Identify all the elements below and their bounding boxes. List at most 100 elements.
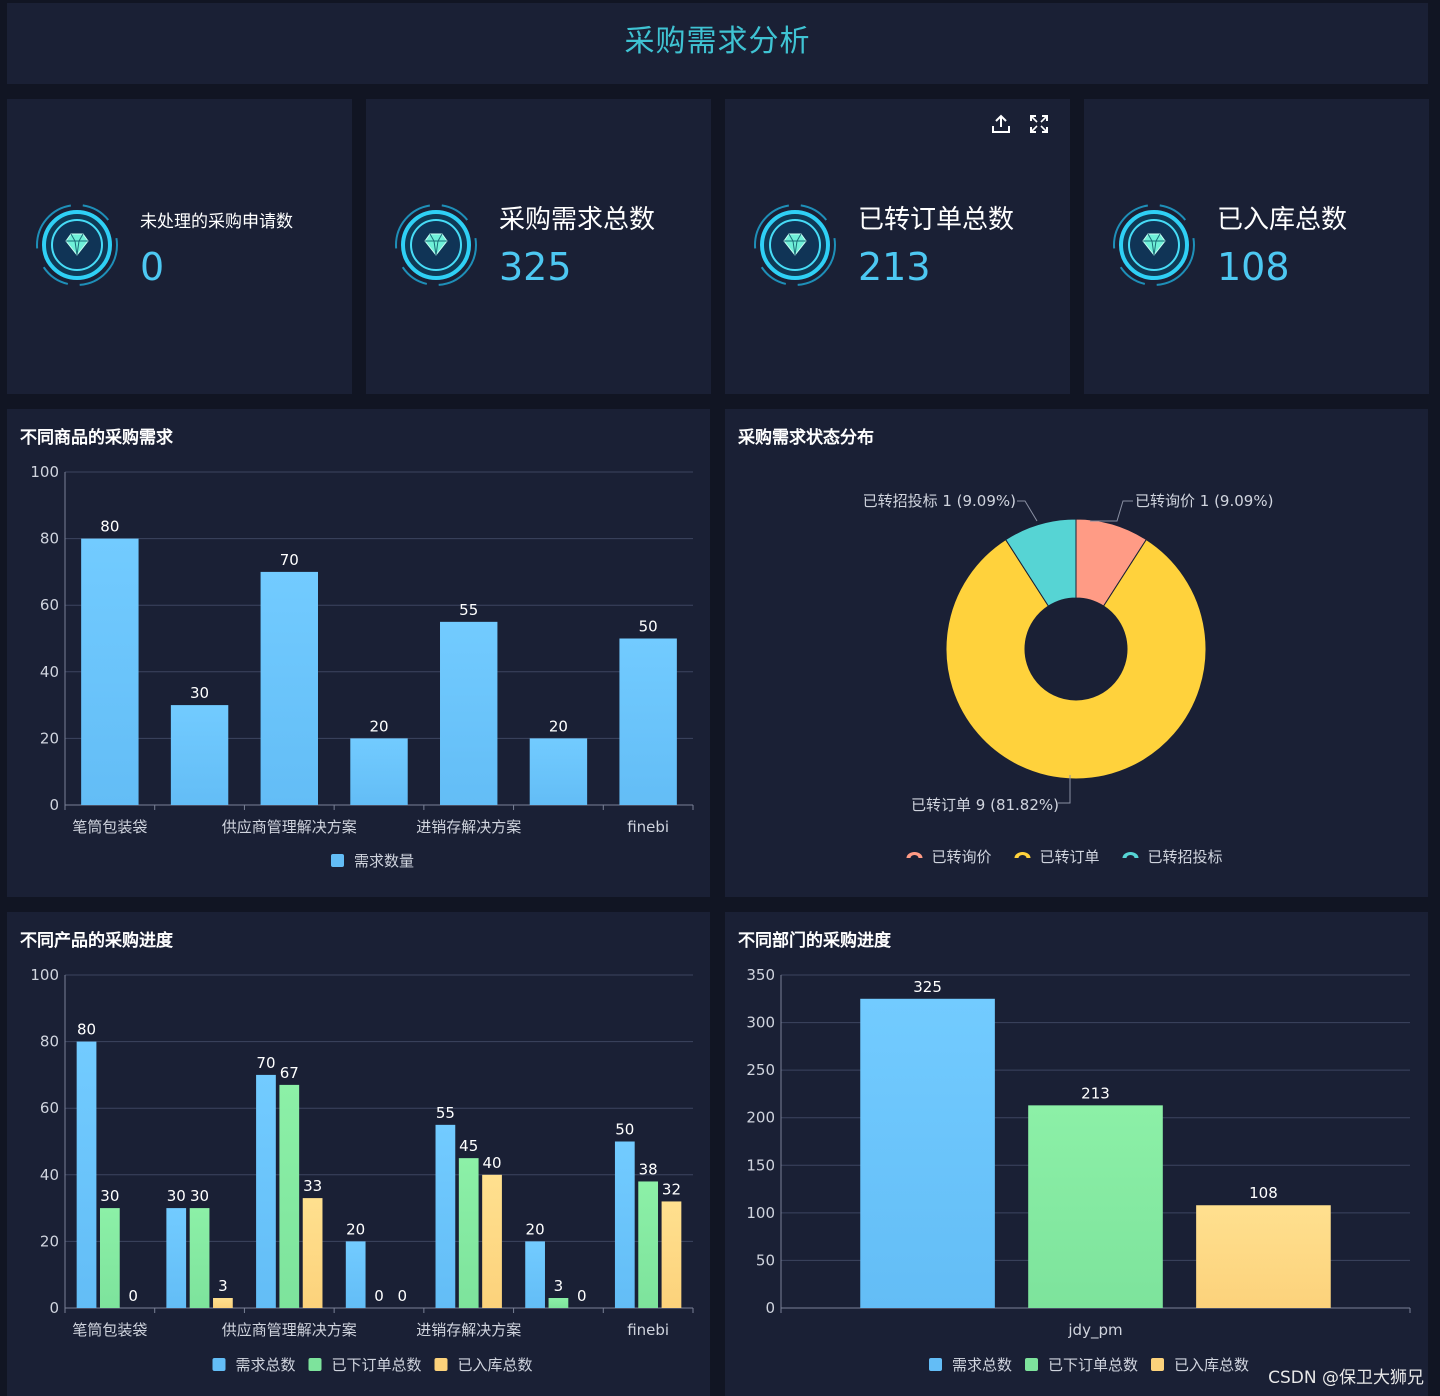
page-title: 采购需求分析 [624, 24, 811, 59]
panel-department-progress: 0 50 100 150 200 250 300 350 jdy_pm 325 213 108 需求总数… [725, 912, 1428, 1396]
legend-swatch [929, 1358, 942, 1371]
bar [302, 1198, 323, 1308]
x-tick-label: 进销存解决方案 [416, 1321, 521, 1339]
x-tick-label: jdy_pm [1067, 1321, 1122, 1340]
data-label: 0 [398, 1287, 408, 1305]
bar [256, 1074, 276, 1308]
y-tick-label: 200 [746, 1109, 775, 1127]
bar [458, 1158, 479, 1308]
legend-label: 已下订单总数 [1048, 1356, 1138, 1374]
legend-item[interactable]: 已转招投标 [1122, 848, 1223, 866]
bar [350, 738, 408, 805]
legend-item[interactable]: 已转订单 [1014, 848, 1100, 866]
kpi-label: 已转订单总数 [858, 205, 1015, 235]
bar [614, 1141, 635, 1308]
data-label: 325 [913, 978, 942, 996]
kpi-value: 0 [140, 245, 165, 289]
legend-swatch [434, 1358, 448, 1371]
bar [435, 1124, 456, 1308]
kpi-card-stocked[interactable]: 已入库总数 108 [1084, 99, 1429, 394]
legend-item[interactable]: 已下订单总数 [1025, 1356, 1138, 1374]
y-tick-label: 0 [49, 1299, 59, 1317]
goods-bar-chart[interactable]: 0 20 40 60 80 100 笔筒包装袋 80 30 供应商管理解决方案 70 20 进销存解决方… [7, 409, 710, 897]
legend-swatch [906, 852, 923, 858]
bar [661, 1201, 682, 1308]
y-tick-label: 20 [40, 729, 59, 747]
y-tick-label: 100 [30, 463, 59, 481]
kpi-card-pending[interactable]: 未处理的采购申请数 0 [7, 99, 352, 394]
header-bar: 采购需求分析 [7, 3, 1428, 84]
y-tick-label: 20 [40, 1232, 59, 1250]
departments-bar-chart[interactable]: 0 50 100 150 200 250 300 350 jdy_pm 325 213 108 需求总数… [725, 912, 1428, 1396]
bar [99, 1208, 120, 1308]
status-donut-chart[interactable]: 已转询价 1 (9.09%) 已转订单 9 (81.82%) 已转招投标 1 (9.… [725, 409, 1428, 897]
data-label: 45 [459, 1137, 478, 1155]
legend-item[interactable]: 需求总数 [212, 1356, 296, 1374]
data-label: 3 [554, 1277, 564, 1295]
kpi-value: 108 [1217, 245, 1290, 289]
legend-label: 需求总数 [236, 1356, 296, 1374]
y-tick-label: 80 [40, 530, 59, 548]
bar [1028, 1105, 1163, 1308]
slice-label: 已转询价 1 (9.09%) [1135, 492, 1273, 510]
bar [529, 738, 588, 805]
data-label: 55 [459, 601, 478, 619]
bar [548, 1298, 569, 1308]
kpi-label: 未处理的采购申请数 [140, 212, 293, 232]
kpi-value: 213 [858, 245, 931, 289]
bar [482, 1174, 502, 1308]
y-tick-label: 350 [746, 966, 775, 984]
y-tick-label: 250 [746, 1061, 775, 1079]
legend-item[interactable]: 已转询价 [906, 848, 992, 866]
y-tick-label: 60 [40, 596, 59, 614]
expand-icon[interactable] [1028, 113, 1050, 135]
bar [76, 1041, 97, 1308]
bar [440, 621, 498, 805]
y-tick-label: 0 [49, 796, 59, 814]
panel-title: 不同产品的采购进度 [20, 931, 173, 951]
bar [860, 998, 995, 1308]
legend-label: 已转订单 [1040, 848, 1100, 866]
data-label: 55 [436, 1104, 455, 1122]
panel-status-distribution: 已转询价 1 (9.09%) 已转订单 9 (81.82%) 已转招投标 1 (9.… [725, 409, 1428, 897]
x-tick-label: 笔筒包装袋 [72, 818, 147, 836]
legend-label: 已转招投标 [1148, 848, 1223, 866]
data-label: 20 [526, 1220, 545, 1238]
legend-item[interactable]: 已下订单总数 [308, 1356, 422, 1374]
panel-goods-demand: 0 20 40 60 80 100 笔筒包装袋 80 30 供应商管理解决方案 70 20 进销存解决方… [7, 409, 710, 897]
x-tick-label: 进销存解决方案 [416, 818, 521, 836]
legend-item[interactable]: 需求总数 [929, 1356, 1012, 1374]
bar [166, 1208, 187, 1308]
panel-product-progress: 0 20 40 60 80 100 笔筒包装袋 80 30 0 30 30 3 供应商管理解决方案 70 67… [7, 912, 710, 1396]
legend-label: 已下订单总数 [332, 1356, 422, 1374]
legend-item[interactable]: 已入库总数 [1151, 1356, 1249, 1374]
slice-label: 已转订单 9 (81.82%) [911, 796, 1059, 814]
legend-item[interactable]: 已入库总数 [434, 1356, 533, 1374]
legend-label: 已转询价 [932, 848, 992, 866]
legend-label: 需求数量 [354, 852, 414, 870]
kpi-label: 已入库总数 [1217, 205, 1348, 235]
upload-icon[interactable] [990, 113, 1012, 135]
legend-item[interactable]: 需求数量 [331, 852, 414, 870]
diamond-icon [753, 203, 837, 287]
data-label: 40 [482, 1154, 501, 1172]
x-tick-label: finebi [627, 1321, 669, 1339]
bar [638, 1181, 659, 1308]
y-tick-label: 0 [765, 1299, 775, 1317]
data-label: 108 [1249, 1184, 1278, 1202]
data-label: 80 [100, 518, 119, 536]
panel-title: 采购需求状态分布 [738, 428, 874, 448]
kpi-card-orders[interactable]: 已转订单总数 213 [725, 99, 1070, 394]
data-label: 50 [639, 618, 658, 636]
bar [345, 1241, 366, 1308]
data-label: 3 [218, 1277, 228, 1295]
legend-label: 已入库总数 [458, 1356, 533, 1374]
callout-line [1017, 500, 1038, 522]
bar [170, 705, 229, 805]
kpi-card-total-demand[interactable]: 采购需求总数 325 [366, 99, 711, 394]
bar [279, 1084, 300, 1308]
legend-label: 需求总数 [952, 1356, 1012, 1374]
data-label: 30 [167, 1187, 186, 1205]
data-label: 20 [346, 1220, 365, 1238]
